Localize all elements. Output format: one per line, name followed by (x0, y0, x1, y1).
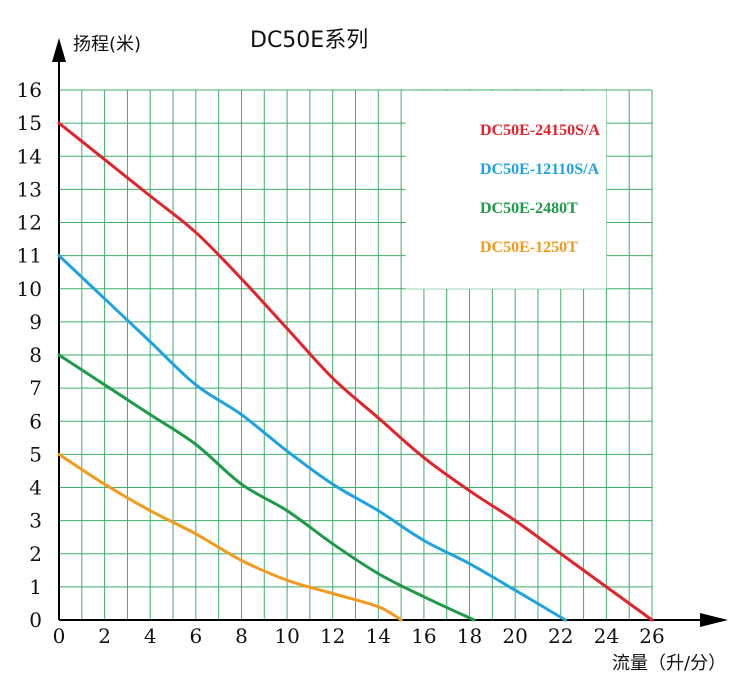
x-tick-label: 24 (594, 624, 619, 648)
y-tick-label: 8 (29, 343, 42, 367)
chart-title: DC50E系列 (250, 28, 368, 53)
legend: DC50E-24150S/A DC50E-12110S/A DC50E-2480T D… (480, 122, 600, 256)
x-axis-arrow-icon (700, 613, 728, 627)
y-tick-label: 3 (29, 509, 42, 533)
y-axis-title: 扬程(米) (73, 34, 141, 55)
y-tick-label: 5 (29, 442, 42, 466)
x-tick-label: 22 (548, 624, 573, 648)
y-tick-label: 13 (17, 177, 42, 201)
x-tick-label: 14 (366, 624, 391, 648)
y-tick-label: 10 (17, 277, 42, 301)
y-tick-label: 12 (17, 211, 42, 235)
series-layer (57, 121, 654, 622)
x-tick-label: 12 (320, 624, 345, 648)
y-tick-label: 7 (29, 376, 42, 400)
legend-entry-3: DC50E-2480T (480, 200, 578, 217)
legend-background (405, 91, 607, 289)
x-tick-label: 16 (411, 624, 436, 648)
x-tick-label: 6 (189, 624, 202, 648)
legend-entry-1: DC50E-24150S/A (480, 122, 600, 139)
y-tick-label: 6 (29, 409, 42, 433)
series-line-4 (57, 452, 403, 622)
legend-entry-2: DC50E-12110S/A (480, 161, 600, 178)
y-tick-label: 15 (17, 111, 42, 135)
series-line-2 (57, 254, 567, 622)
y-tick-label: 2 (29, 542, 42, 566)
x-tick-label: 18 (457, 624, 482, 648)
series-line-1 (57, 121, 654, 622)
y-tick-label: 14 (17, 144, 42, 168)
x-tick-label: 26 (639, 624, 664, 648)
x-tick-label: 8 (235, 624, 248, 648)
x-tick-label: 0 (53, 624, 66, 648)
x-tick-label: 20 (502, 624, 527, 648)
x-tick-label: 10 (274, 624, 299, 648)
x-tick-label: 4 (144, 624, 157, 648)
x-tick-label: 2 (98, 624, 111, 648)
y-tick-label: 11 (17, 244, 42, 268)
x-axis-title: 流量（升/分） (612, 653, 726, 674)
y-axis-arrow-icon (52, 38, 66, 62)
y-tick-label: 9 (29, 310, 42, 334)
y-tick-label: 4 (29, 476, 42, 500)
series-line-3 (57, 353, 476, 622)
y-tick-label: 0 (29, 608, 42, 632)
y-tick-label: 1 (29, 575, 42, 599)
axes: 0 2 4 6 8 10 12 14 16 18 20 22 24 2601234567891011121… (17, 38, 728, 648)
y-tick-label: 16 (17, 78, 42, 102)
legend-entry-4: DC50E-1250T (480, 239, 578, 256)
